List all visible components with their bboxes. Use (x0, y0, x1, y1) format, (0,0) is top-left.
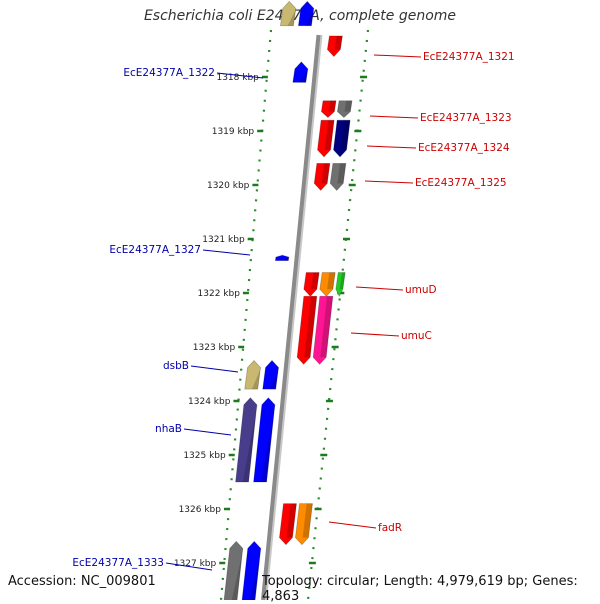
gene-ece24377a-1327[interactable] (274, 254, 290, 262)
gene-label-leader (165, 562, 213, 571)
gene-shading (287, 8, 297, 26)
gene-label-leader (183, 428, 232, 436)
gene-shading (269, 367, 280, 390)
gene-shading (344, 100, 353, 112)
gene-label-leader (350, 332, 400, 337)
gene-umud[interactable] (303, 272, 320, 297)
gene-ece24377a-1324[interactable] (317, 119, 335, 158)
gene-shading (282, 257, 290, 261)
axis-tick-label: 1327 kbp (174, 559, 217, 569)
gene-shading (324, 120, 335, 150)
gene-ece24377a-1333[interactable] (223, 540, 244, 600)
accession-text: Accession: NC_009801 (8, 574, 156, 589)
axis-tick-label: 1319 kbp (212, 127, 255, 137)
gene-shading (334, 35, 343, 50)
gene-feature[interactable] (335, 272, 346, 298)
gene-shading (339, 272, 346, 290)
gene-shading (249, 548, 262, 600)
right-ruler-line (306, 29, 370, 600)
gene-shading (231, 548, 244, 600)
gene-fadr[interactable] (279, 503, 297, 546)
gene-label-leader (366, 145, 417, 149)
gene-dsbb[interactable] (244, 359, 261, 390)
gene-feature[interactable] (262, 359, 279, 390)
gene-shading (251, 367, 262, 390)
gene-umuc[interactable] (296, 295, 318, 365)
gene-label-umuc[interactable]: umuC (401, 330, 432, 342)
gene-shading (302, 503, 313, 538)
gene-nhab[interactable] (235, 397, 258, 483)
gene-label-ece24377a-1323[interactable]: EcE24377A_1323 (420, 112, 512, 124)
gene-label-leader (216, 72, 264, 79)
gene-ece24377a-1325[interactable] (313, 162, 331, 191)
gene-label-ece24377a-1322[interactable]: EcE24377A_1322 (123, 67, 215, 79)
axis-tick-label: 1322 kbp (198, 289, 241, 299)
gene-label-ece24377a-1327[interactable]: EcE24377A_1327 (109, 244, 201, 256)
gene-label-fadr[interactable]: fadR (378, 522, 402, 534)
gene-label-leader (373, 54, 422, 58)
axis-tick-label: 1320 kbp (207, 181, 250, 191)
axis-tick-label: 1326 kbp (179, 505, 222, 515)
gene-ece24377a-1323[interactable] (320, 100, 337, 119)
gene-shading (260, 404, 276, 482)
gene-shading (286, 503, 297, 538)
gene-ece24377a-1322[interactable] (292, 61, 309, 83)
gene-label-ece24377a-1325[interactable]: EcE24377A_1325 (415, 177, 507, 189)
gene-feature[interactable] (241, 540, 262, 600)
gene-shading (340, 120, 351, 150)
gene-feature[interactable] (297, 0, 315, 27)
gene-label-leader (202, 249, 251, 256)
backbone-highlight (264, 34, 323, 600)
gene-label-leader (190, 365, 239, 373)
gene-label-ece24377a-1321[interactable]: EcE24377A_1321 (423, 51, 515, 63)
gene-shading (242, 404, 258, 482)
genome-backbone (261, 34, 321, 600)
gene-feature[interactable] (333, 119, 351, 158)
gene-feature[interactable] (329, 162, 347, 191)
gene-shading (310, 272, 320, 290)
gene-label-leader (364, 180, 414, 184)
gene-shading (326, 272, 336, 290)
gene-label-ece24377a-1324[interactable]: EcE24377A_1324 (418, 142, 510, 154)
gene-shading (299, 68, 309, 83)
gene-feature[interactable] (336, 100, 353, 119)
gene-feature[interactable] (279, 0, 297, 27)
axis-tick-label: 1318 kbp (216, 73, 259, 83)
gene-shading (305, 8, 315, 26)
axis-tick-label: 1325 kbp (183, 451, 226, 461)
gene-feature[interactable] (319, 272, 336, 297)
gene-label-leader (355, 286, 404, 291)
axis-tick-label: 1321 kbp (202, 235, 245, 245)
axis-tick-label: 1323 kbp (193, 343, 236, 353)
gene-feature[interactable] (295, 503, 313, 546)
gene-label-leader (369, 115, 419, 119)
gene-shading (320, 296, 333, 358)
gene-shading (321, 163, 330, 184)
gene-feature[interactable] (312, 295, 334, 365)
axis-tick-label: 1324 kbp (188, 397, 231, 407)
left-ruler-line (219, 29, 273, 600)
gene-shading (328, 100, 337, 112)
gene-label-dsbb[interactable]: dsbB (163, 360, 189, 372)
gene-shading (337, 163, 346, 184)
gene-feature[interactable] (253, 397, 276, 483)
gene-label-ece24377a-1333[interactable]: EcE24377A_1333 (72, 557, 164, 569)
gene-label-umud[interactable]: umuD (405, 284, 437, 296)
gene-ece24377a-1321[interactable] (326, 35, 343, 58)
gene-label-nhab[interactable]: nhaB (155, 423, 182, 435)
gene-label-leader (328, 521, 377, 529)
gene-shading (304, 296, 317, 358)
